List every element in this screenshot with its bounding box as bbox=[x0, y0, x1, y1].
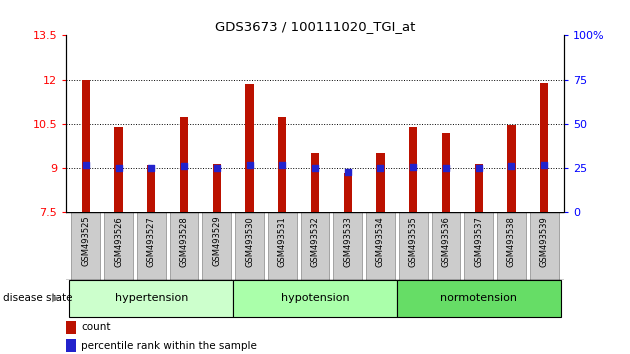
Text: ▶: ▶ bbox=[52, 293, 60, 303]
Point bbox=[113, 165, 123, 171]
Text: GSM493530: GSM493530 bbox=[245, 216, 254, 267]
Bar bbox=[180, 116, 188, 212]
Bar bbox=[333, 212, 362, 280]
Text: GSM493527: GSM493527 bbox=[147, 216, 156, 267]
Point bbox=[343, 169, 353, 175]
Bar bbox=[464, 212, 493, 280]
Point bbox=[474, 165, 484, 171]
Bar bbox=[540, 82, 548, 212]
Point bbox=[146, 165, 156, 171]
Text: GSM493532: GSM493532 bbox=[311, 216, 319, 267]
Bar bbox=[432, 212, 461, 280]
Bar bbox=[235, 212, 264, 280]
Text: GSM493528: GSM493528 bbox=[180, 216, 188, 267]
Point bbox=[179, 163, 189, 169]
Text: GSM493534: GSM493534 bbox=[376, 216, 385, 267]
Bar bbox=[115, 127, 123, 212]
Text: GSM493538: GSM493538 bbox=[507, 216, 516, 267]
Text: count: count bbox=[81, 322, 111, 332]
Text: GSM493525: GSM493525 bbox=[81, 216, 90, 267]
Bar bbox=[442, 133, 450, 212]
Bar bbox=[376, 153, 384, 212]
Point bbox=[244, 162, 255, 167]
Bar bbox=[71, 212, 100, 280]
Point bbox=[81, 162, 91, 167]
Bar bbox=[137, 212, 166, 280]
Text: GSM493533: GSM493533 bbox=[343, 216, 352, 267]
Point bbox=[507, 163, 517, 169]
Text: GSM493535: GSM493535 bbox=[409, 216, 418, 267]
Text: hypertension: hypertension bbox=[115, 293, 188, 303]
Point bbox=[539, 162, 549, 167]
Text: percentile rank within the sample: percentile rank within the sample bbox=[81, 341, 257, 351]
Text: GSM493536: GSM493536 bbox=[442, 216, 450, 267]
Point bbox=[277, 162, 287, 168]
Point bbox=[441, 165, 451, 171]
Title: GDS3673 / 100111020_TGI_at: GDS3673 / 100111020_TGI_at bbox=[215, 20, 415, 33]
Bar bbox=[507, 125, 515, 212]
Bar bbox=[147, 165, 156, 212]
Bar bbox=[530, 212, 559, 280]
Text: GSM493526: GSM493526 bbox=[114, 216, 123, 267]
Point bbox=[310, 165, 320, 171]
Bar bbox=[397, 280, 561, 317]
Point bbox=[212, 165, 222, 171]
Bar bbox=[366, 212, 395, 280]
Point bbox=[408, 164, 418, 170]
Bar bbox=[82, 80, 90, 212]
Text: GSM493537: GSM493537 bbox=[474, 216, 483, 267]
Text: disease state: disease state bbox=[3, 293, 72, 303]
Bar bbox=[104, 212, 133, 280]
Bar bbox=[278, 118, 287, 212]
Bar bbox=[246, 84, 254, 212]
Bar bbox=[474, 164, 483, 212]
Text: hypotension: hypotension bbox=[281, 293, 349, 303]
Bar bbox=[213, 164, 221, 212]
Text: GSM493539: GSM493539 bbox=[540, 216, 549, 267]
Bar bbox=[233, 280, 397, 317]
Text: GSM493529: GSM493529 bbox=[212, 216, 221, 267]
Text: normotension: normotension bbox=[440, 293, 517, 303]
Bar bbox=[497, 212, 526, 280]
Bar bbox=[409, 127, 417, 212]
Bar bbox=[301, 212, 329, 280]
Bar bbox=[399, 212, 428, 280]
Bar bbox=[202, 212, 231, 280]
Bar bbox=[66, 339, 76, 352]
Bar bbox=[268, 212, 297, 280]
Point bbox=[375, 165, 386, 171]
Bar bbox=[343, 173, 352, 212]
Bar bbox=[69, 280, 233, 317]
Bar bbox=[169, 212, 198, 280]
Text: GSM493531: GSM493531 bbox=[278, 216, 287, 267]
Bar bbox=[66, 321, 76, 333]
Bar bbox=[311, 153, 319, 212]
